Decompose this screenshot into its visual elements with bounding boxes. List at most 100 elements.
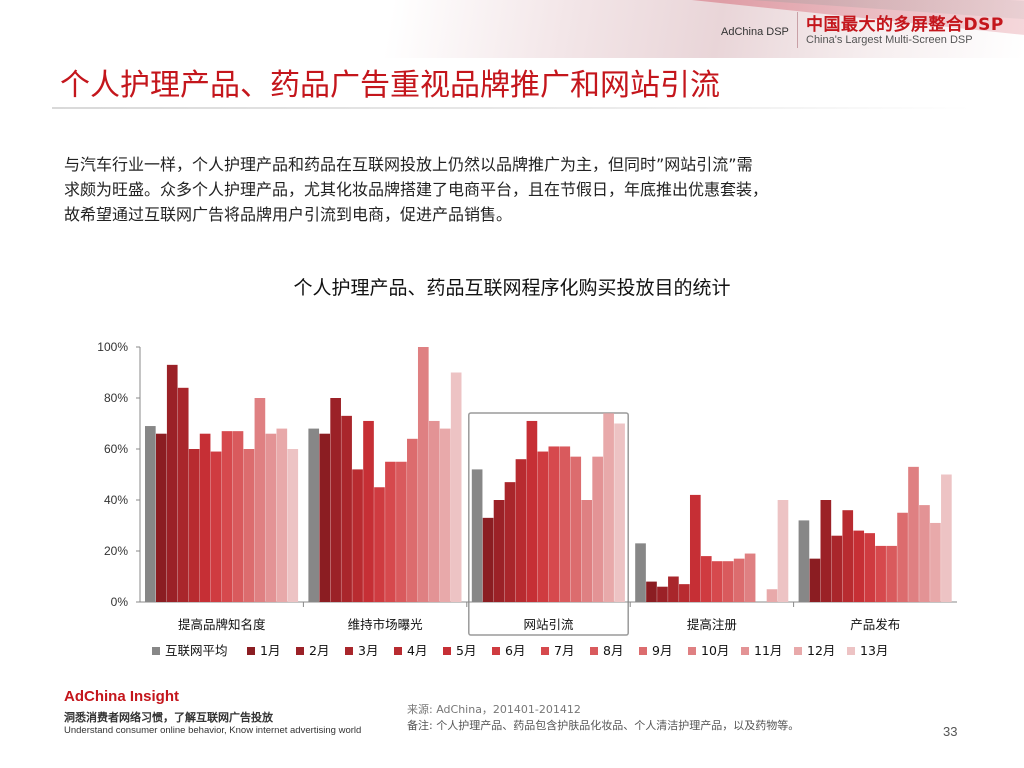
bar — [570, 456, 582, 602]
bar — [308, 428, 320, 602]
legend-swatch — [152, 647, 160, 655]
y-tick-label: 40% — [104, 493, 128, 507]
bar — [526, 420, 538, 602]
bar — [700, 556, 712, 602]
bar — [646, 581, 657, 602]
bar — [493, 500, 505, 602]
bar — [875, 545, 886, 602]
bar — [537, 451, 549, 602]
bar — [330, 398, 341, 602]
bar — [450, 372, 462, 602]
bar — [886, 545, 897, 602]
bar — [809, 558, 821, 602]
highlight-frame — [468, 412, 629, 636]
bar — [820, 500, 832, 602]
legend-label: 12月 — [807, 643, 835, 658]
legend-swatch — [443, 647, 451, 655]
bar — [439, 428, 451, 602]
brand-divider — [797, 12, 798, 48]
bar — [352, 469, 363, 602]
y-tick-label: 60% — [104, 442, 128, 456]
bar — [319, 433, 331, 602]
bar — [363, 420, 374, 602]
y-tick-label: 100% — [97, 340, 128, 354]
bar — [548, 446, 560, 602]
bar — [385, 461, 396, 602]
x-category-label: 提高品牌知名度 — [178, 617, 266, 632]
legend-swatch — [847, 647, 855, 655]
bar — [592, 456, 603, 602]
bar — [853, 530, 865, 602]
bar — [407, 438, 418, 602]
footer-tagline-en: Understand consumer online behavior, Kno… — [64, 725, 362, 736]
bar — [722, 561, 734, 602]
bar — [145, 426, 156, 602]
page-number: 33 — [943, 724, 958, 739]
bar — [842, 510, 854, 602]
bar — [417, 347, 429, 602]
legend-swatch — [541, 647, 549, 655]
bar — [396, 461, 407, 602]
bar — [766, 589, 778, 602]
legend-swatch — [345, 647, 353, 655]
legend-swatch — [639, 647, 647, 655]
bar — [930, 522, 941, 602]
bar — [864, 533, 875, 602]
legend-label: 6月 — [505, 643, 525, 658]
brand-small-label: AdChina DSP — [721, 26, 789, 38]
footer-brand: AdChina Insight — [64, 688, 179, 705]
source-note: 来源: AdChina，201401-201412 — [407, 703, 581, 716]
legend-label: 10月 — [701, 643, 729, 658]
bar — [504, 482, 516, 602]
bar — [919, 505, 930, 602]
footer-tagline-cn: 洞悉消费者网络习惯，了解互联网广告投放 — [64, 711, 273, 724]
legend-swatch — [492, 647, 500, 655]
bar — [897, 512, 908, 602]
bar — [668, 576, 679, 602]
intro-line: 求颇为旺盛。众多个人护理产品，尤其化妆品牌搭建了电商平台，且在节假日，年底推出优… — [64, 180, 769, 199]
bar — [515, 459, 527, 602]
bar — [482, 517, 494, 602]
legend-label: 7月 — [554, 643, 574, 658]
bar — [733, 558, 745, 602]
legend-swatch — [688, 647, 696, 655]
bar — [777, 500, 789, 602]
bar — [155, 433, 167, 602]
intro-line: 故希望通过互联网广告将品牌用户引流到电商，促进产品销售。 — [64, 205, 513, 224]
bar — [711, 561, 723, 602]
bar — [744, 553, 756, 602]
legend-swatch — [296, 647, 304, 655]
legend-label: 11月 — [754, 643, 782, 658]
bar — [254, 398, 266, 602]
y-tick-label: 0% — [111, 595, 129, 609]
header-band — [0, 0, 1024, 58]
intro-paragraph: 与汽车行业一样，个人护理产品和药品在互联网投放上仍然以品牌推广为主，但同时”网站… — [64, 152, 964, 227]
bar — [798, 520, 810, 602]
brand-chinese-tagline: 中国最大的多屏整合DSP — [806, 15, 1004, 35]
legend-label: 5月 — [456, 643, 476, 658]
bar — [221, 431, 233, 602]
footnote: 备注: 个人护理产品、药品包含护肤品化妆品、个人清洁护理产品，以及药物等。 — [407, 719, 800, 732]
bar — [614, 423, 625, 602]
bar — [689, 494, 701, 602]
bar — [635, 543, 646, 602]
legend-label: 13月 — [860, 643, 888, 658]
bar — [374, 487, 385, 602]
bar — [188, 449, 200, 602]
legend-swatch — [590, 647, 598, 655]
bar — [831, 535, 843, 602]
legend-label: 3月 — [358, 643, 378, 658]
bar — [210, 451, 222, 602]
legend-label: 互联网平均 — [165, 643, 228, 658]
legend-label: 1月 — [260, 643, 280, 658]
brand-english-tagline: China's Largest Multi-Screen DSP — [806, 34, 973, 46]
bar — [908, 466, 919, 602]
y-tick-label: 20% — [104, 544, 128, 558]
bar — [559, 446, 571, 602]
bar — [265, 433, 277, 602]
title-divider — [52, 107, 972, 109]
y-tick-label: 80% — [104, 391, 128, 405]
legend-swatch — [247, 647, 255, 655]
bar — [581, 500, 593, 602]
